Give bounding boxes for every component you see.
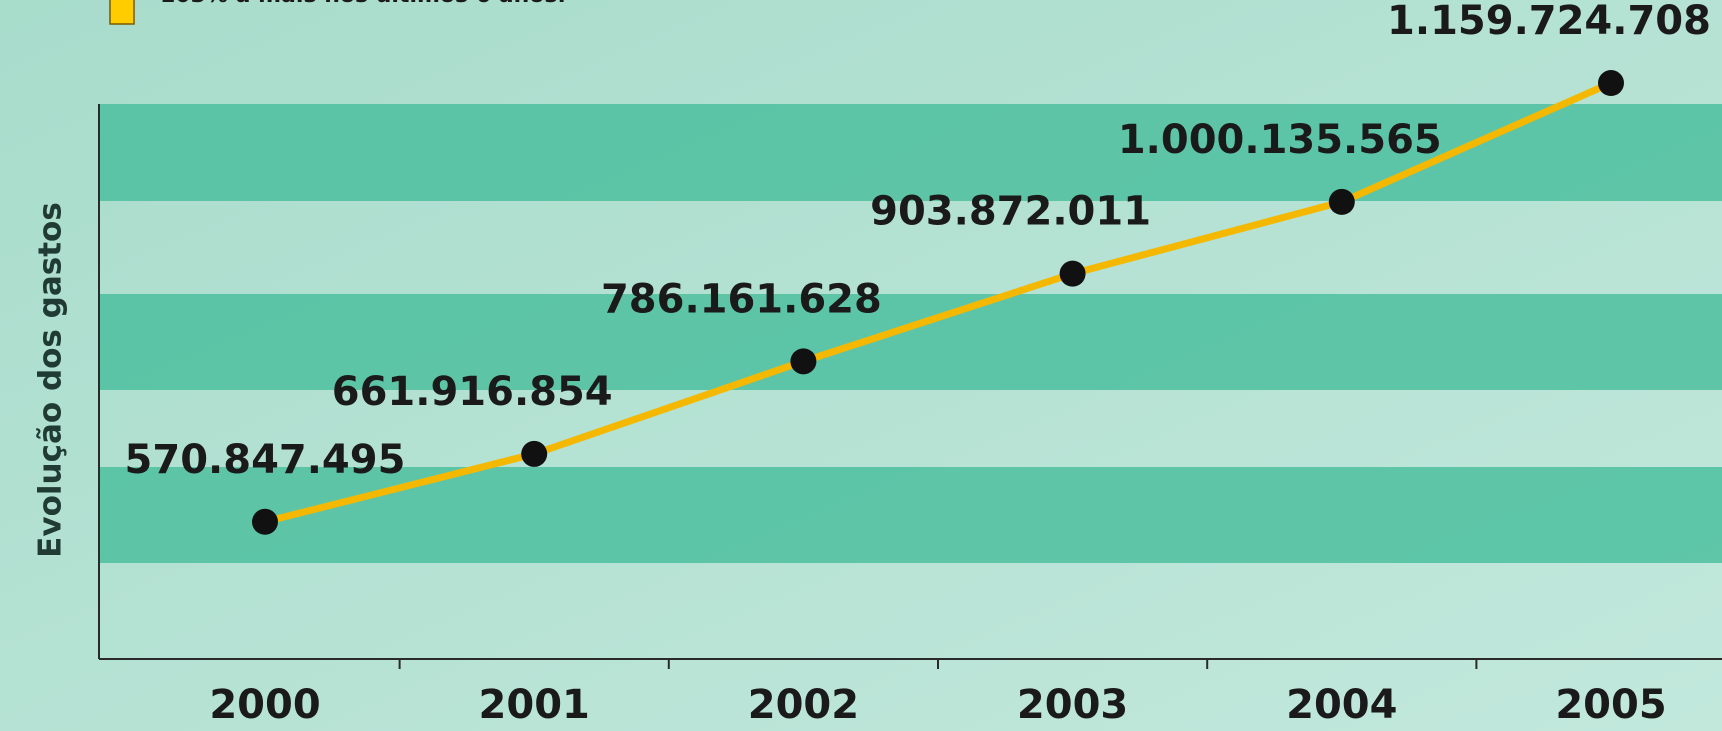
point <box>1598 70 1624 97</box>
band <box>99 467 1722 563</box>
value-label: 570.847.495 <box>125 437 406 483</box>
value-label: 1.000.135.565 <box>1118 117 1442 163</box>
legend-swatch <box>109 0 135 25</box>
value-label: 1.159.724.708 <box>1387 0 1711 44</box>
band <box>99 294 1722 390</box>
value-label: 661.916.854 <box>332 369 613 415</box>
x-tick-label: 2004 <box>1286 682 1397 728</box>
point <box>521 440 548 467</box>
y-axis-label: Evolução dos gastos <box>33 202 69 558</box>
point <box>790 348 817 375</box>
point <box>1328 188 1355 215</box>
subtitle: 103% a mais nos últimos 6 anos. <box>160 0 566 8</box>
value-label: 903.872.011 <box>870 189 1151 235</box>
line <box>264 79 1613 526</box>
x-tick-label: 2005 <box>1555 682 1666 728</box>
x-tick-label: 2003 <box>1017 682 1128 728</box>
x-tick-label: 2002 <box>748 682 859 728</box>
x-tick-label: 2000 <box>209 682 320 728</box>
x-tick-label: 2001 <box>479 682 590 728</box>
band <box>99 104 1722 201</box>
point <box>1059 260 1086 287</box>
value-label: 786.161.628 <box>601 276 882 322</box>
point <box>252 508 278 535</box>
